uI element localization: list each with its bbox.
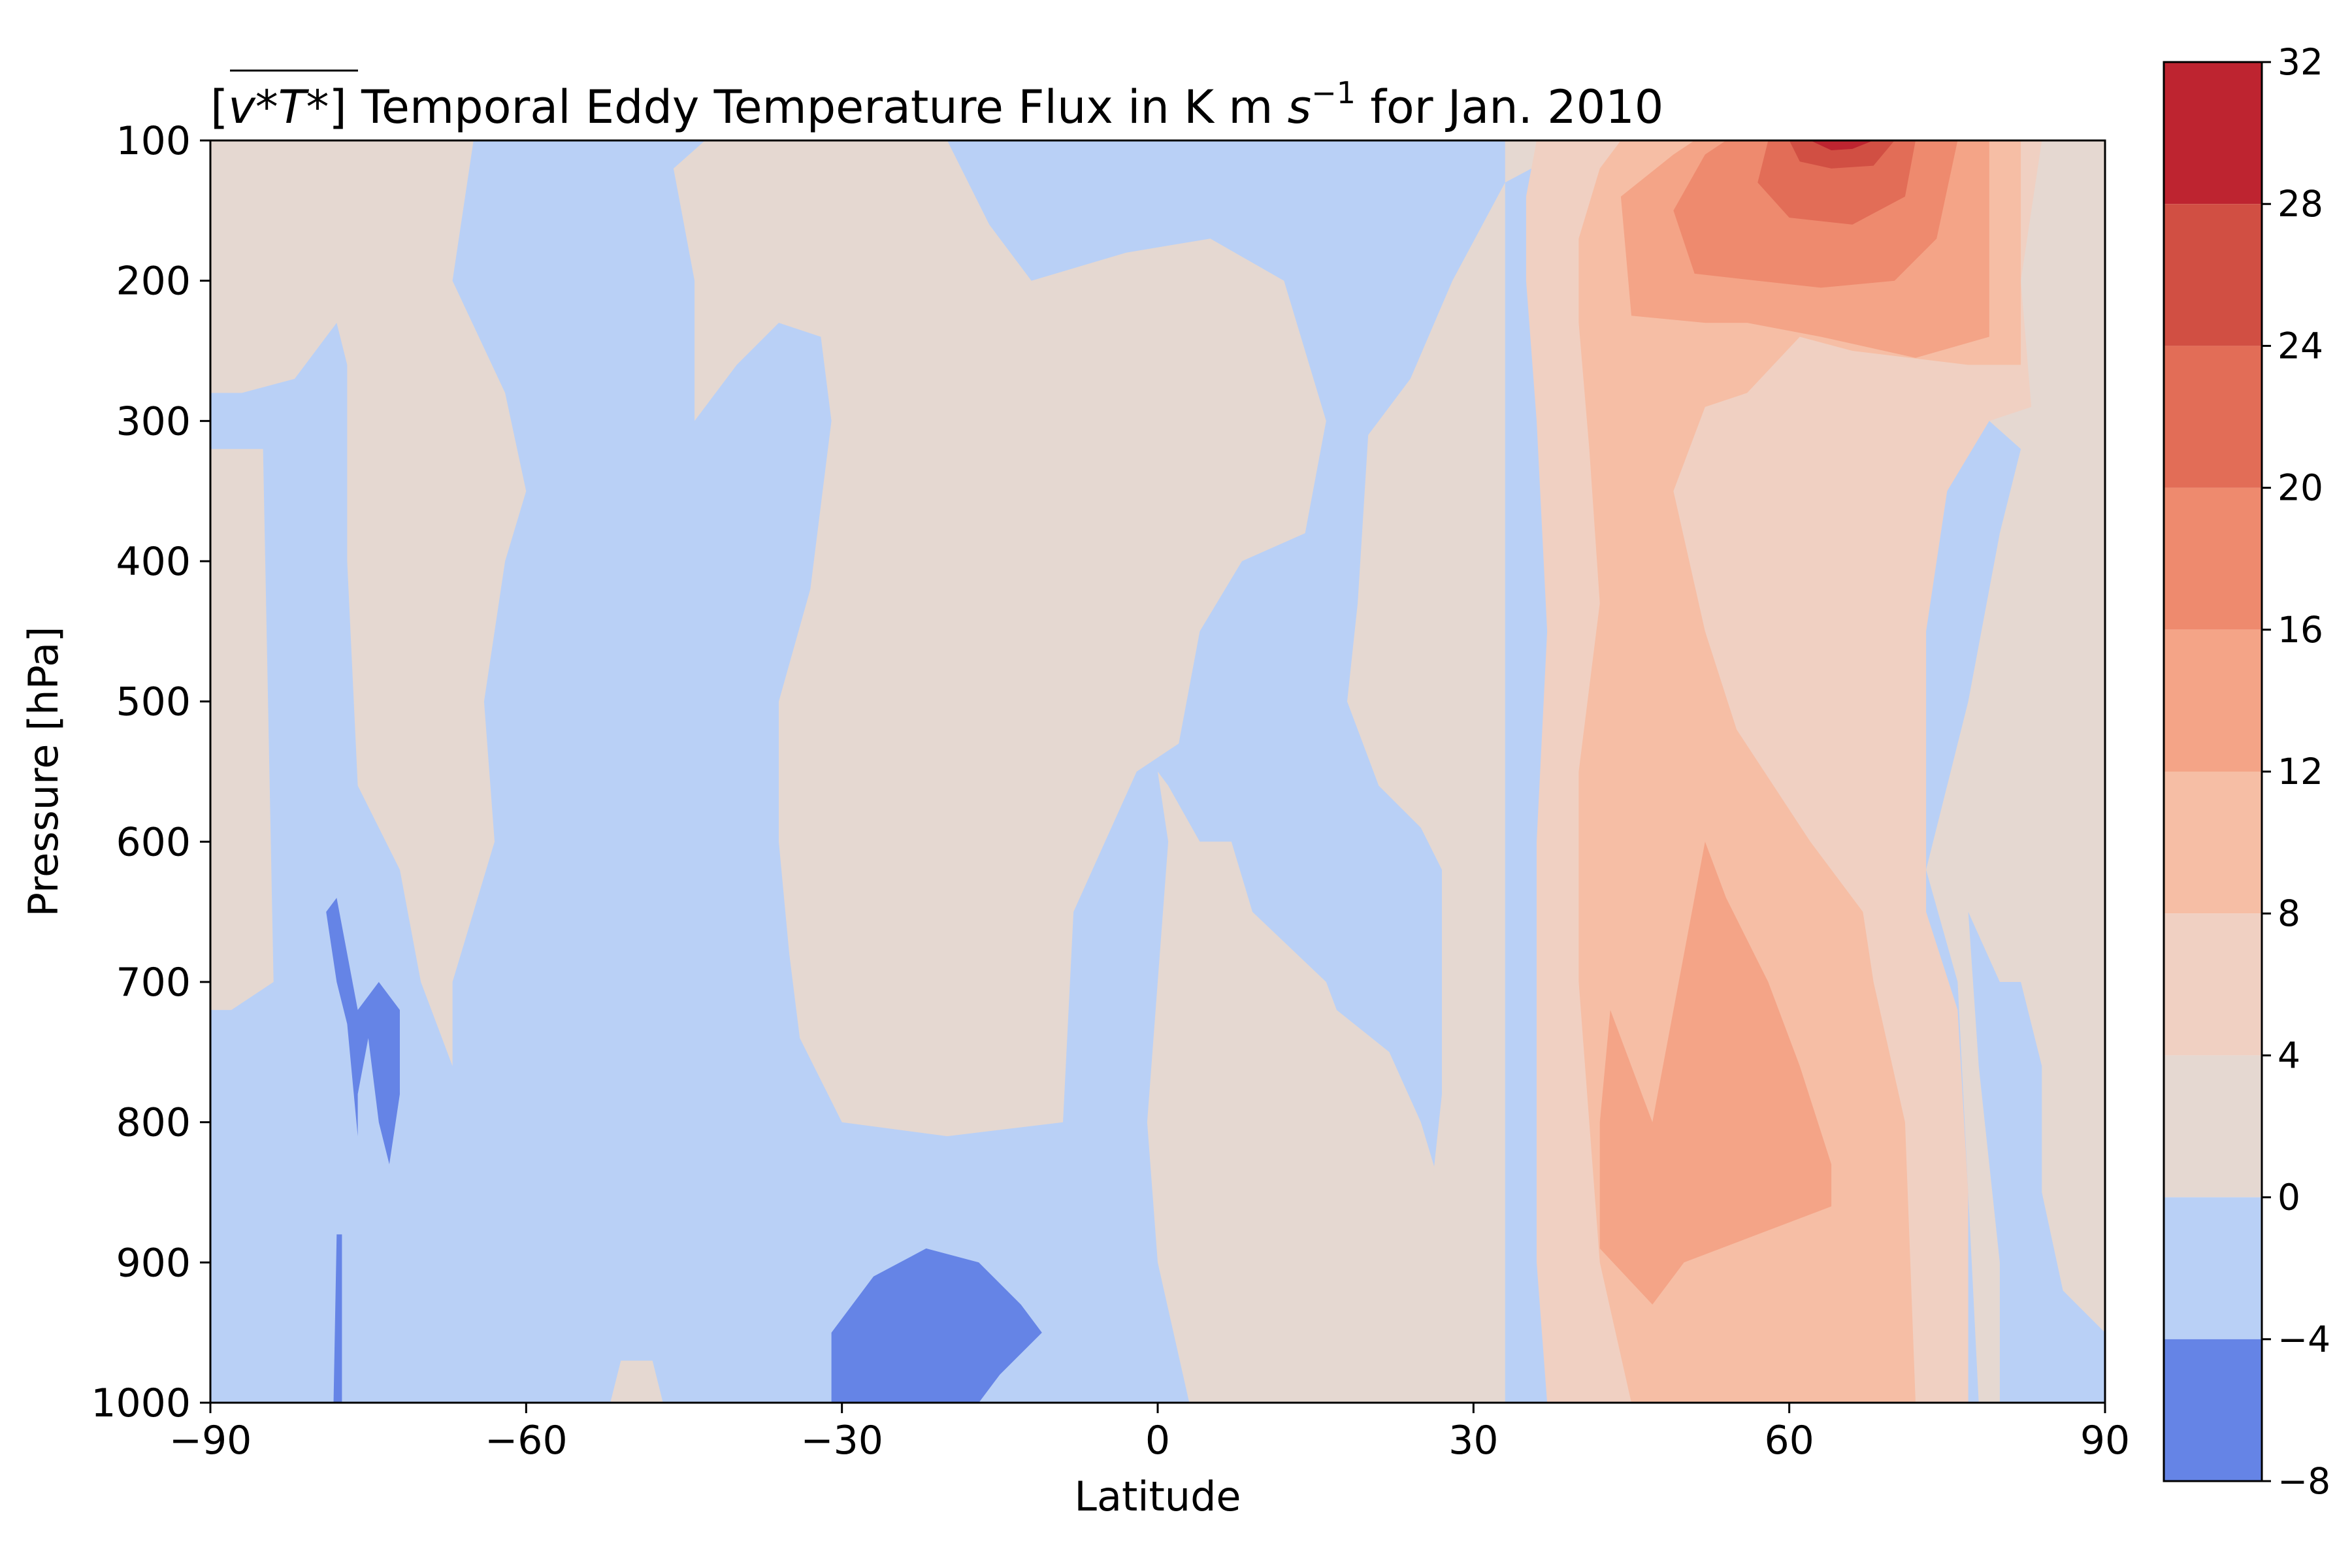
y-tick-label: 1000 xyxy=(91,1380,191,1426)
contour-region-15 xyxy=(326,898,400,1165)
title-bracket-open: [ xyxy=(210,80,228,134)
contour-region-16 xyxy=(333,1234,342,1403)
x-tick-label: −90 xyxy=(169,1418,252,1463)
colorbar-tick-label: 4 xyxy=(2278,1034,2300,1076)
y-tick-label: 400 xyxy=(116,539,191,585)
y-tick-label: 600 xyxy=(116,819,191,865)
colorbar-tick-label: −8 xyxy=(2278,1460,2330,1502)
x-tick-label: −30 xyxy=(800,1418,883,1463)
colorbar-tick-label: 0 xyxy=(2278,1177,2300,1218)
colorbar-band xyxy=(2164,346,2262,488)
colorbar-band xyxy=(2164,487,2262,630)
y-axis-title: Pressure [hPa] xyxy=(20,627,67,917)
contour-region-0 xyxy=(210,140,527,1066)
colorbar-ticks: 32 28 24 20 16 12 8 4 0 −4 −8 xyxy=(2262,41,2330,1502)
contour-region-4 xyxy=(210,449,274,1010)
colorbar-tick-label: 16 xyxy=(2278,609,2323,651)
contour-region-12 xyxy=(1789,140,1895,169)
colorbar-tick-label: 24 xyxy=(2278,325,2323,367)
colorbar-tick-label: 20 xyxy=(2278,467,2323,509)
contour-region-14 xyxy=(831,1248,1042,1403)
colorbar: 32 28 24 20 16 12 8 4 0 −4 −8 xyxy=(2163,41,2330,1502)
title-unit-s: s xyxy=(1288,80,1311,134)
y-tick-label: 500 xyxy=(116,679,191,725)
colorbar-tick-label: 12 xyxy=(2278,751,2323,792)
y-tick-label: 900 xyxy=(116,1240,191,1286)
colorbar-band xyxy=(2164,62,2262,204)
colorbar-bands xyxy=(2164,62,2262,1481)
y-tick-label: 300 xyxy=(116,399,191,444)
y-tick-label: 100 xyxy=(116,118,191,164)
y-tick-label: 200 xyxy=(116,259,191,304)
contour-region-9 xyxy=(1599,841,1832,1305)
x-tick-label: 0 xyxy=(1145,1418,1170,1463)
y-tick-label: 800 xyxy=(116,1100,191,1146)
contour-fills xyxy=(210,140,2105,1403)
contour-region-1 xyxy=(673,140,1326,1137)
y-axis: 100 200 300 400 500 600 700 800 900 1000 xyxy=(91,118,210,1426)
colorbar-band xyxy=(2164,1197,2262,1339)
colorbar-band xyxy=(2164,772,2262,914)
x-axis-title: Latitude xyxy=(1074,1473,1241,1520)
x-tick-label: 60 xyxy=(1764,1418,1814,1463)
colorbar-band xyxy=(2164,1339,2262,1481)
colorbar-band xyxy=(2164,1055,2262,1198)
colorbar-band xyxy=(2164,913,2262,1056)
title-unit-exponent: −1 xyxy=(1311,75,1356,110)
svg-text:[v*T*] Temporal Eddy Temperatu: [v*T*] Temporal Eddy Temperature Flux in… xyxy=(210,75,1663,134)
colorbar-band xyxy=(2164,629,2262,772)
plot-area xyxy=(209,139,2106,1404)
x-tick-label: −60 xyxy=(485,1418,568,1463)
colorbar-tick-label: 32 xyxy=(2278,41,2323,83)
title-tail: for Jan. 2010 xyxy=(1356,80,1663,134)
contour-region-3 xyxy=(610,1360,663,1403)
colorbar-band xyxy=(2164,204,2262,346)
x-tick-label: 90 xyxy=(2080,1418,2130,1463)
colorbar-tick-label: 28 xyxy=(2278,183,2323,225)
colorbar-tick-label: 8 xyxy=(2278,892,2300,934)
x-axis: −90 −60 −30 0 30 60 90 xyxy=(169,1403,2130,1463)
contour-region-2 xyxy=(1147,772,1442,1403)
colorbar-tick-label: −4 xyxy=(2278,1318,2330,1360)
title-text: ] Temporal Eddy Temperature Flux in K m xyxy=(329,80,1288,134)
contour-region-17 xyxy=(1968,911,2105,1403)
y-tick-label: 700 xyxy=(116,960,191,1005)
contour-region-13 xyxy=(1810,140,1874,150)
title-expression: v*T* xyxy=(228,80,329,134)
chart-title: [v*T*] Temporal Eddy Temperature Flux in… xyxy=(210,69,1663,134)
x-tick-label: 30 xyxy=(1448,1418,1498,1463)
